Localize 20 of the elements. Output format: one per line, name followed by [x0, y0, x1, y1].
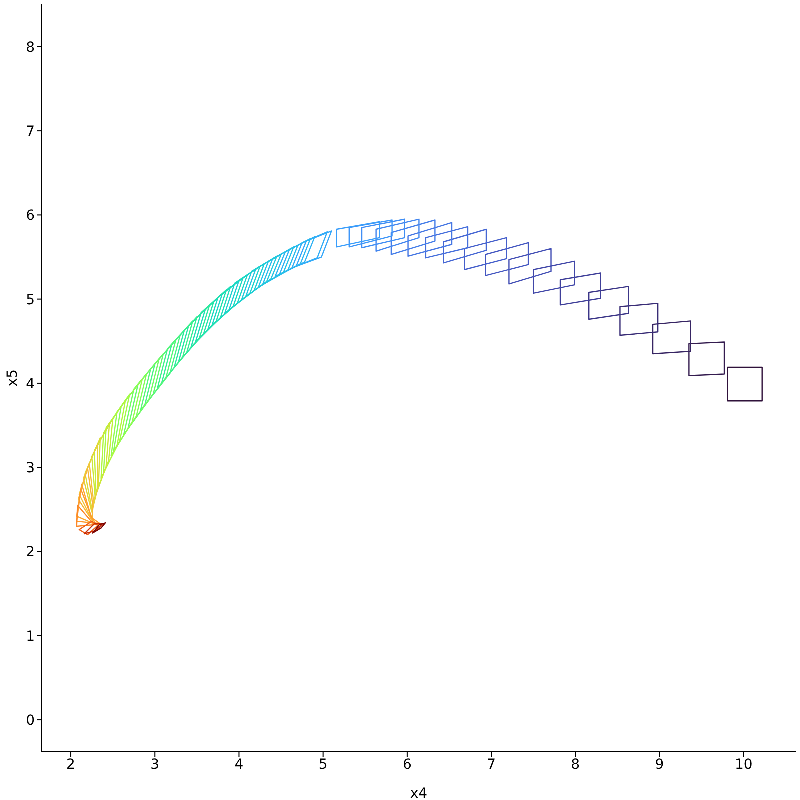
x-tick-label: 4: [234, 756, 244, 773]
y-axis-title: x5: [4, 369, 21, 387]
y-tick-label: 7: [26, 124, 35, 140]
x-tick-label: 2: [66, 756, 76, 773]
y-tick-label: 1: [26, 628, 35, 645]
y-tick-label: 4: [26, 376, 36, 392]
x-tick-label: 5: [318, 756, 328, 773]
x-axis-title: x4: [410, 786, 428, 800]
x-tick-label: 3: [150, 756, 160, 773]
y-tick-label: 6: [26, 208, 36, 224]
x-tick-label: 9: [655, 756, 664, 773]
y-tick-label: 8: [26, 40, 35, 56]
y-tick-label: 3: [26, 460, 35, 477]
x-tick-label: 6: [402, 756, 412, 773]
y-tick-label: 2: [26, 544, 35, 561]
y-tick-label: 5: [26, 292, 35, 308]
x-tick-label: 10: [734, 756, 753, 773]
y-tick-label: 0: [26, 712, 35, 729]
x-tick-label: 7: [487, 756, 496, 773]
x-tick-label: 8: [571, 756, 580, 773]
